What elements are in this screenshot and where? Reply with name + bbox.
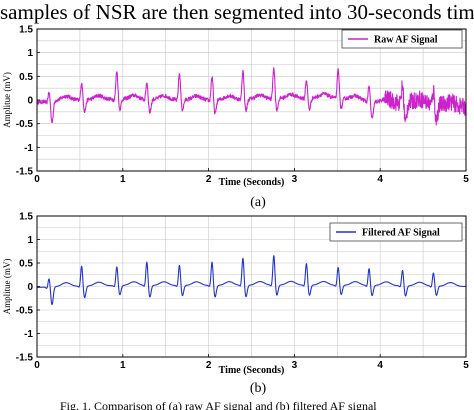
- y-tick-label: -0.5: [16, 306, 34, 317]
- y-tick-label: 1.5: [19, 212, 33, 223]
- y-tick-label: -0.5: [16, 119, 34, 130]
- y-tick-label: 0: [27, 96, 33, 107]
- legend: Raw AF Signal: [341, 29, 463, 49]
- x-tick-label: 4: [377, 174, 383, 185]
- y-tick-label: -1: [24, 329, 33, 340]
- y-axis-label: Amplitue (mV): [2, 259, 12, 315]
- x-tick-label: 3: [292, 174, 298, 185]
- x-axis-label: Time (Seconds): [219, 177, 285, 188]
- y-tick-label: 0: [27, 282, 33, 293]
- subfigure-label-a: (a): [250, 195, 266, 210]
- x-tick-label: 0: [34, 174, 40, 185]
- x-tick-label: 5: [463, 174, 469, 185]
- legend: Filtered AF Signal: [329, 222, 463, 242]
- x-tick-label: 4: [377, 360, 383, 371]
- x-tick-label: 5: [463, 360, 469, 371]
- x-tick-label: 3: [292, 360, 298, 371]
- legend-box: [329, 222, 463, 242]
- series-line: [36, 67, 467, 126]
- y-tick-label: 0.5: [19, 72, 33, 83]
- y-tick-label: -1.5: [16, 353, 34, 364]
- subfigure-label-b: (b): [250, 381, 267, 396]
- legend-box: [341, 29, 463, 49]
- series-line: [36, 255, 467, 306]
- x-tick-label: 1: [120, 174, 126, 185]
- x-axis-label: Time (Seconds): [219, 365, 285, 376]
- x-tick-label: 2: [206, 360, 212, 371]
- x-tick-label: 1: [120, 360, 126, 371]
- y-tick-label: 1.5: [19, 25, 33, 36]
- x-tick-label: 0: [34, 360, 40, 371]
- y-tick-label: 1: [27, 235, 33, 246]
- y-tick-label: 1: [27, 48, 33, 59]
- y-axis-label: Amplitue (mV): [2, 72, 12, 128]
- y-tick-label: -1: [24, 143, 33, 154]
- bottom-caption: Fig. 1. Comparison of (a) raw AF signal …: [60, 400, 377, 410]
- legend-label: Filtered AF Signal: [362, 228, 440, 239]
- top-caption: samples of NSR are then segmented into 3…: [0, 0, 474, 24]
- x-tick-label: 2: [206, 174, 212, 185]
- legend-label: Raw AF Signal: [374, 35, 438, 46]
- y-tick-label: 0.5: [19, 259, 33, 270]
- y-tick-label: -1.5: [16, 167, 34, 178]
